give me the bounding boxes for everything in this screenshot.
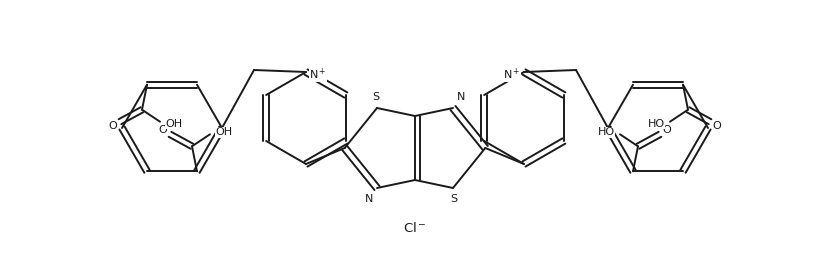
Text: S: S xyxy=(451,194,457,204)
Text: O: O xyxy=(109,121,117,131)
Text: HO: HO xyxy=(598,127,614,137)
Text: OH: OH xyxy=(216,127,232,137)
Text: N$^+$: N$^+$ xyxy=(503,66,520,82)
Text: N$^+$: N$^+$ xyxy=(310,66,327,82)
Text: HO: HO xyxy=(647,119,665,129)
Text: O: O xyxy=(662,125,671,135)
Text: S: S xyxy=(373,92,379,102)
Text: O: O xyxy=(159,125,168,135)
Text: Cl$^-$: Cl$^-$ xyxy=(403,221,427,235)
Text: OH: OH xyxy=(165,119,183,129)
Text: N: N xyxy=(457,92,465,102)
Text: N: N xyxy=(365,194,374,204)
Text: O: O xyxy=(713,121,721,131)
